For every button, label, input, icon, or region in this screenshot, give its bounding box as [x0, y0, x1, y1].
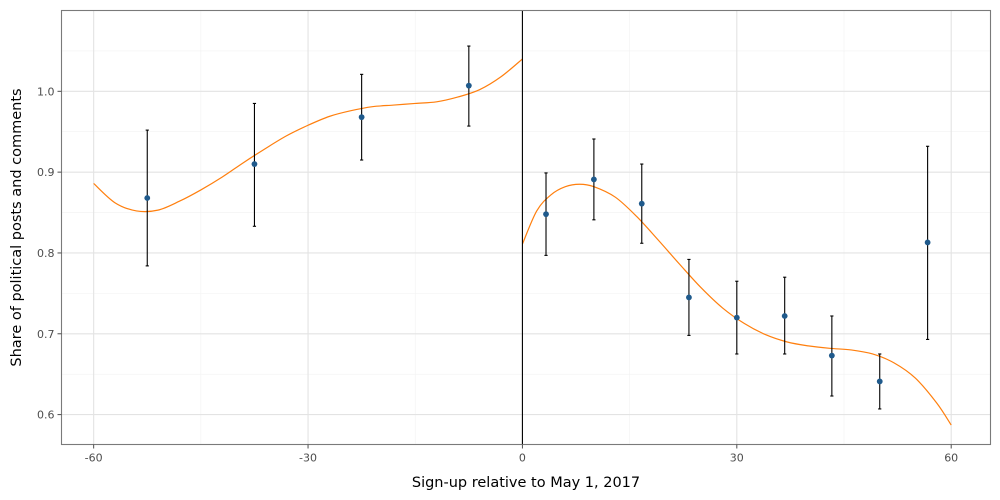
- data-point: [733, 314, 740, 321]
- data-point: [144, 195, 151, 201]
- x-tick-label: -30: [299, 452, 317, 465]
- y-tick-label: 0.7: [37, 328, 55, 341]
- x-axis-title: Sign-up relative to May 1, 2017: [412, 475, 640, 491]
- y-tick-label: 0.8: [37, 247, 55, 260]
- data-point: [686, 294, 692, 301]
- x-tick-label: -60: [85, 452, 103, 465]
- data-points: [144, 82, 931, 385]
- x-axis-ticks: -60 -30 0 30 60: [85, 444, 958, 465]
- data-point: [358, 114, 365, 121]
- minor-gridlines: [61, 10, 991, 445]
- y-axis-ticks: 0.6 0.7 0.8 0.9 1.0: [37, 85, 62, 422]
- plot-panel-border: [60, 9, 992, 446]
- data-point: [828, 352, 835, 359]
- data-point: [781, 313, 788, 319]
- data-point: [876, 378, 883, 385]
- fit-curve-before: [93, 58, 523, 213]
- y-axis-title: Share of political posts and comments: [9, 88, 25, 366]
- data-point: [465, 82, 472, 89]
- x-tick-label: 60: [944, 452, 958, 465]
- data-point: [543, 211, 549, 218]
- data-point: [924, 239, 931, 246]
- error-bars: [145, 45, 930, 410]
- data-point: [251, 161, 258, 167]
- data-point: [638, 200, 645, 207]
- y-tick-label: 0.6: [37, 409, 55, 422]
- x-tick-label: 0: [519, 452, 526, 465]
- y-tick-label: 0.9: [37, 166, 55, 179]
- data-point: [590, 176, 597, 183]
- y-tick-label: 1.0: [37, 85, 55, 98]
- x-tick-label: 30: [730, 452, 744, 465]
- fit-curves: [93, 58, 952, 426]
- fit-curve-after: [521, 183, 952, 426]
